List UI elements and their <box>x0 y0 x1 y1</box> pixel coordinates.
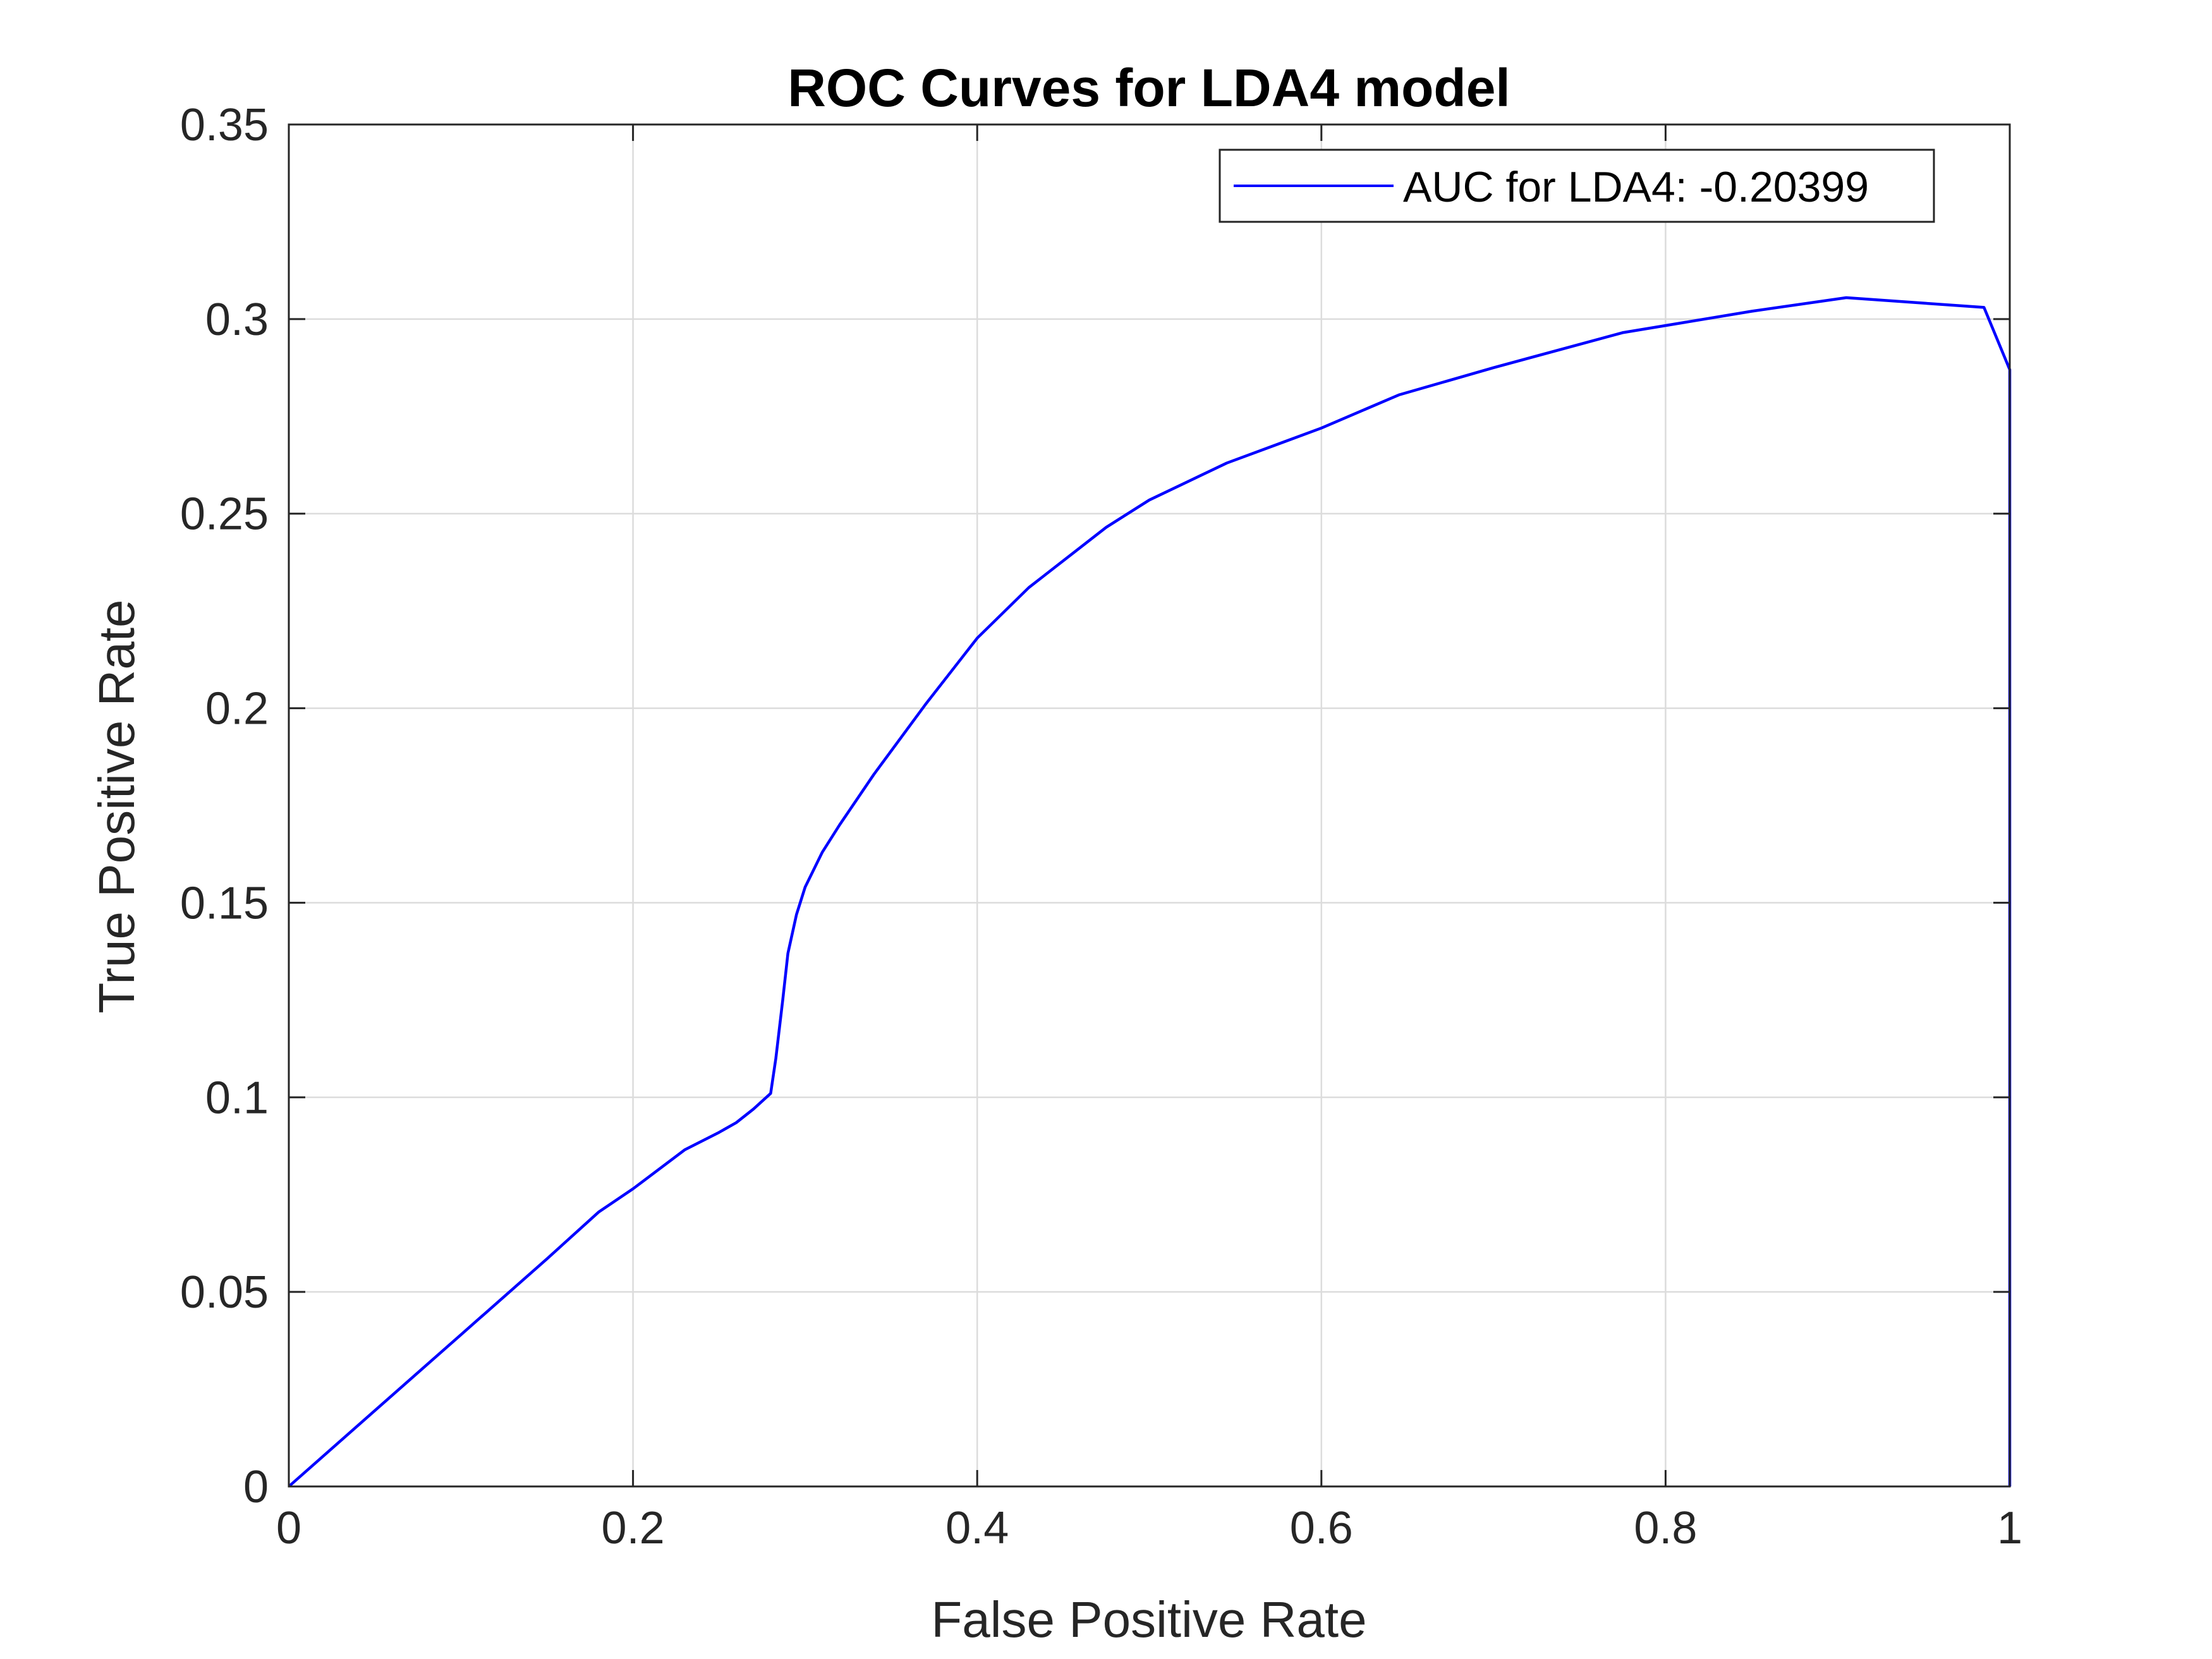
plot-area-frame <box>288 123 2011 1488</box>
y-tick-label: 0.3 <box>205 295 269 345</box>
x-tick-label: 0 <box>276 1503 301 1553</box>
y-axis-label: True Positive Rate <box>88 599 145 1013</box>
tick-labels: 0 0.2 0.4 0.6 0.8 1 0 0.05 0.1 0.15 0.2 0.25 0.3 0.35 <box>180 100 2022 1553</box>
axes-box <box>288 123 2011 1488</box>
x-tick-label: 1 <box>1997 1503 2022 1553</box>
y-tick-label: 0.05 <box>180 1267 269 1318</box>
y-tick-label: 0.25 <box>180 489 269 540</box>
y-tick-label: 0.2 <box>205 684 269 734</box>
x-tick-label: 0.2 <box>602 1503 665 1553</box>
chart-title: ROC Curves for LDA4 model <box>787 58 1510 118</box>
legend-entry-label: AUC for LDA4: -0.20399 <box>1403 163 1869 211</box>
tick-marks <box>288 123 2011 1488</box>
x-axis-label: False Positive Rate <box>931 1591 1366 1648</box>
x-tick-label: 0.8 <box>1634 1503 1697 1553</box>
y-tick-label: 0.1 <box>205 1073 269 1123</box>
roc-curve-line <box>288 296 2012 1488</box>
y-tick-label: 0.35 <box>180 100 269 150</box>
grid-lines <box>289 125 2010 1486</box>
y-tick-label: 0.15 <box>180 878 269 928</box>
y-tick-label: 0 <box>243 1462 269 1512</box>
series-layer <box>288 296 2012 1488</box>
x-tick-label: 0.4 <box>945 1503 1009 1553</box>
x-tick-label: 0.6 <box>1290 1503 1353 1553</box>
legend: AUC for LDA4: -0.20399 <box>1218 149 1935 223</box>
